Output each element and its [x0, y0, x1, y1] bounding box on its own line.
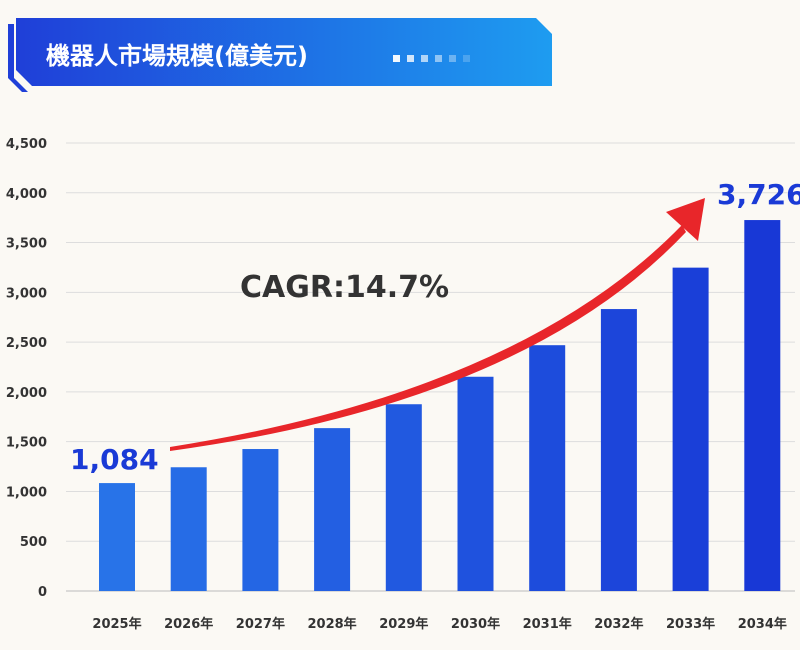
bar-2029年	[385, 404, 422, 591]
bar-2032年	[600, 309, 637, 591]
x-tick-label: 2027年	[236, 616, 285, 632]
x-tick-label: 2026年	[164, 616, 213, 632]
y-tick-label: 500	[20, 535, 47, 550]
growth-arrow	[170, 198, 705, 451]
bar-2028年	[314, 428, 351, 591]
x-tick-label: 2032年	[594, 616, 643, 632]
y-tick-label: 0	[38, 585, 47, 600]
y-tick-label: 1,000	[6, 485, 47, 500]
x-tick-label: 2029年	[379, 616, 428, 632]
growth-arrow-head	[666, 198, 705, 241]
bar-2027年	[242, 449, 279, 591]
y-tick-label: 2,500	[6, 336, 47, 351]
y-tick-label: 3,500	[6, 237, 47, 252]
title-banner: 機器人市場規模(億美元)	[8, 18, 552, 92]
x-tick-label: 2030年	[451, 616, 500, 632]
x-tick-label: 2033年	[666, 616, 715, 632]
last-value-label: 3,726	[717, 178, 800, 211]
title-banner-shape	[16, 18, 552, 86]
bars	[99, 220, 781, 591]
bar-2030年	[457, 376, 494, 591]
bar-2034年	[744, 220, 781, 591]
bar-2031年	[529, 345, 566, 591]
y-tick-label: 4,500	[6, 137, 47, 152]
bar-2026年	[170, 467, 207, 591]
bar-2025年	[99, 483, 135, 591]
x-tick-label: 2025年	[92, 616, 141, 632]
title-banner-accent	[8, 24, 28, 92]
x-axis-ticks: 2025年 2026年 2027年 2028年 2029年 2030年 2031年 2032年…	[92, 616, 786, 632]
y-axis-ticks: 0 500 1,000 1,500 2,000 2,500 3,000 3,500 4,000 4…	[6, 137, 47, 600]
y-tick-label: 1,500	[6, 436, 47, 451]
cagr-annotation: CAGR:14.7%	[240, 270, 449, 305]
bar-2033年	[672, 267, 709, 591]
title-dots-decoration	[393, 55, 470, 62]
x-tick-label: 2031年	[523, 616, 572, 632]
x-tick-label: 2034年	[738, 616, 787, 632]
x-tick-label: 2028年	[308, 616, 357, 632]
y-tick-label: 3,000	[6, 286, 47, 301]
y-tick-label: 2,000	[6, 386, 47, 401]
y-tick-label: 4,000	[6, 187, 47, 202]
first-value-label: 1,084	[70, 443, 159, 476]
chart-title: 機器人市場規模(億美元)	[46, 42, 308, 70]
